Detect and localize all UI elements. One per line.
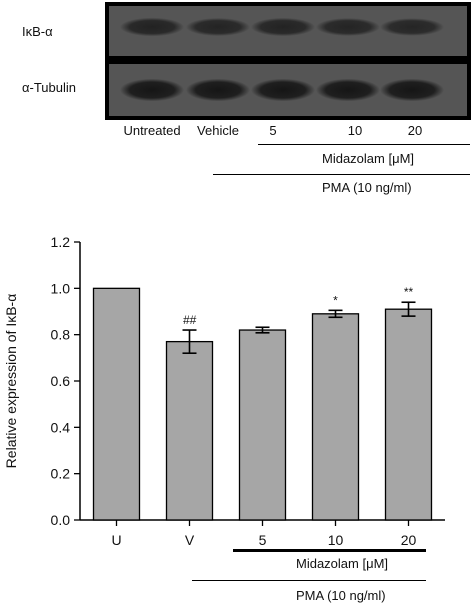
y-tick-label: 1.0: [51, 280, 71, 296]
y-tick-label: 0.2: [51, 466, 71, 482]
blot-band: [120, 17, 184, 37]
bar: [165, 340, 214, 521]
blot-band: [251, 78, 315, 102]
blot-band: [316, 18, 380, 36]
blot-band: [380, 78, 444, 102]
chart-pma-label: PMA (10 ng/ml): [296, 588, 386, 603]
blot-pma-line: [213, 174, 470, 176]
x-tick-label: 5: [259, 532, 267, 548]
blot-pma-label: PMA (10 ng/ml): [322, 180, 412, 195]
y-tick-label: 0.0: [51, 512, 71, 528]
lane-label-5: 5: [269, 123, 277, 138]
bar-chart: 0.0 0.2 0.4 0.6 0.8 1.0 1.2 Relative expression…: [3, 234, 445, 548]
blot-band: [380, 18, 444, 36]
blot-band: [186, 17, 250, 37]
significance-label: *: [333, 293, 338, 307]
x-tick-label: 20: [401, 532, 417, 548]
blot-band: [251, 17, 315, 37]
significance-label: ##: [183, 313, 197, 327]
chart-pma-line: [192, 580, 426, 582]
y-tick-label: 0.6: [51, 373, 71, 389]
y-tick-label: 0.4: [51, 419, 71, 435]
x-tick-label: 10: [328, 532, 344, 548]
blot-midazolam-line: [258, 144, 470, 146]
blot-band: [316, 78, 380, 102]
y-tick-label: 1.2: [51, 234, 71, 250]
blot-label-ikb: IκB-α: [22, 24, 53, 39]
blot-midazolam-label: Midazolam [μM]: [322, 151, 415, 166]
bar: [311, 313, 360, 521]
blot-band: [186, 78, 250, 102]
bar: [238, 329, 287, 521]
x-tick-label: U: [111, 532, 121, 548]
y-axis-label: Relative expression of IκB-α: [3, 294, 19, 469]
x-tick-label: V: [185, 532, 195, 548]
bar: [92, 287, 141, 521]
chart-midazolam-label: Midazolam [μM]: [296, 556, 389, 571]
blot-image: [105, 2, 471, 120]
significance-label: **: [404, 285, 414, 299]
lane-label-untreated: Untreated: [123, 123, 181, 138]
lane-label-vehicle: Vehicle: [197, 123, 239, 138]
blot-label-tubulin: α-Tubulin: [22, 80, 76, 95]
lane-label-10: 10: [347, 123, 363, 138]
bar: [384, 308, 433, 521]
lane-label-20: 20: [407, 123, 423, 138]
chart-midazolam-line: [233, 549, 426, 552]
y-tick-label: 0.8: [51, 327, 71, 343]
blot-band: [120, 78, 184, 102]
